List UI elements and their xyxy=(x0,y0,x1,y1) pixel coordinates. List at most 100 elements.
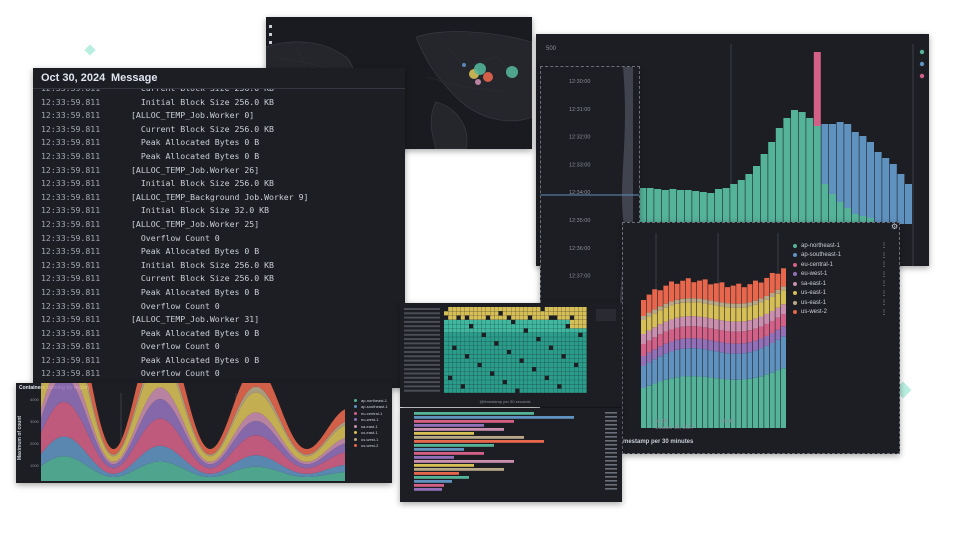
heatmap-cell xyxy=(578,319,583,324)
legend-dot xyxy=(793,310,797,315)
heatmap-cell xyxy=(486,337,490,342)
log-row[interactable]: 12:33:59.811 Overflow Count 0 xyxy=(33,340,405,354)
heatmap-cell xyxy=(523,350,528,355)
heatmap-cell xyxy=(570,375,574,380)
legend-menu-icon[interactable]: ⋮ xyxy=(881,271,887,278)
message-column-header[interactable]: Message xyxy=(111,72,158,84)
area-chart-panel[interactable]: Containers running by region Maximum of … xyxy=(16,383,392,483)
legend-item[interactable]: sa-east-1 ⋮ xyxy=(793,279,893,289)
histogram-bar xyxy=(874,152,882,224)
log-row[interactable]: 12:33:59.811 Peak Allocated Bytes 0 B xyxy=(33,136,405,150)
legend-item[interactable]: eu-central-1 xyxy=(354,410,392,417)
area-series xyxy=(41,456,345,481)
heatmap-cell xyxy=(528,362,532,367)
log-row[interactable]: 12:33:59.811 Peak Allocated Bytes 0 B xyxy=(33,354,405,368)
heatmap-cell xyxy=(473,324,478,329)
heatmap-cell xyxy=(570,319,574,324)
legend-item[interactable]: us-east-1 ⋮ xyxy=(793,298,893,308)
date-column-header[interactable]: Oct 30, 2024 xyxy=(41,72,106,84)
legend-menu-icon[interactable]: ⋮ xyxy=(881,281,887,288)
legend-dot xyxy=(793,300,797,305)
histogram-bar xyxy=(669,301,674,306)
histogram-bar xyxy=(719,306,725,321)
legend-item[interactable]: ap-northeast-1 ⋮ xyxy=(793,241,893,251)
histogram-bar xyxy=(725,321,730,332)
legend-menu-icon[interactable]: ⋮ xyxy=(881,243,887,250)
heatmap-cell xyxy=(465,324,469,329)
heatmap-cell xyxy=(498,315,503,320)
log-row[interactable]: 12:33:59.811 Peak Allocated Bytes 0 B xyxy=(33,245,405,259)
log-row[interactable]: 12:33:59.811 Initial Block Size 256.0 KB xyxy=(33,259,405,273)
log-row[interactable]: 12:33:59.811 Overflow Count 0 xyxy=(33,232,405,246)
legend-item[interactable]: us-west-1 xyxy=(354,436,392,443)
legend-item[interactable]: ap-southeast-1 ⋮ xyxy=(793,251,893,261)
legend-item[interactable]: ap-southeast-1 xyxy=(354,404,392,411)
horizontal-bar-panel[interactable] xyxy=(400,408,622,502)
log-timestamp: 12:33:59.811 xyxy=(41,246,101,257)
log-row[interactable]: 12:33:59.811 Initial Block Size 256.0 KB xyxy=(33,177,405,191)
legend-item[interactable]: us-west-2 ⋮ xyxy=(793,308,893,318)
histogram-bar xyxy=(775,289,781,294)
heatmap-cell xyxy=(519,354,524,359)
heatmap-cell xyxy=(536,371,541,376)
histogram-bar xyxy=(702,376,708,428)
log-row[interactable]: 12:33:59.811 Peak Allocated Bytes 0 B xyxy=(33,150,405,164)
log-row[interactable]: 12:33:59.811 Initial Block Size 256.0 KB xyxy=(33,96,405,110)
histogram-bar xyxy=(680,326,686,339)
log-row[interactable]: 12:33:59.811 [ALLOC_TEMP_Job.Worker 31] xyxy=(33,313,405,327)
log-row[interactable]: 12:33:59.811 Overflow Count 0 xyxy=(33,300,405,314)
legend-menu-icon[interactable]: ⋮ xyxy=(881,309,887,316)
legend-menu-icon[interactable]: ⋮ xyxy=(881,252,887,259)
legend-item[interactable]: us-east-1 ⋮ xyxy=(793,289,893,299)
histogram-bar xyxy=(747,378,753,428)
legend-menu-icon[interactable]: ⋮ xyxy=(881,290,887,297)
legend-item[interactable]: eu-west-1 ⋮ xyxy=(793,270,893,280)
heatmap-cell xyxy=(465,350,469,355)
heatmap-cell xyxy=(486,319,490,324)
legend-item[interactable]: eu-west-1 xyxy=(354,417,392,424)
histogram-bar xyxy=(741,379,747,428)
histogram-bar xyxy=(769,332,775,343)
legend-item[interactable]: us-west-2 xyxy=(354,443,392,450)
heatmap-cell xyxy=(465,375,469,380)
heatmap-cell xyxy=(481,328,486,333)
log-row[interactable]: 12:33:59.811 Current Block Size 256.0 KB xyxy=(33,272,405,286)
legend-item[interactable]: us-east-1 xyxy=(354,430,392,437)
histogram-bar xyxy=(813,124,821,224)
log-row[interactable]: 12:33:59.811 Initial Block Size 32.0 KB xyxy=(33,204,405,218)
hbar-legend-label xyxy=(605,464,617,466)
heatmap-cell xyxy=(578,341,583,346)
log-row[interactable]: 12:33:59.811 Overflow Count 0 xyxy=(33,367,405,381)
log-row[interactable]: 12:33:59.811 [ALLOC_TEMP_Job.Worker 25] xyxy=(33,218,405,232)
heatmap-cell xyxy=(502,354,507,359)
heatmap-cell xyxy=(528,384,532,389)
log-row[interactable]: 12:33:59.811 Peak Allocated Bytes 0 B xyxy=(33,327,405,341)
heatmap-panel[interactable]: @timestamp per 30 seconds xyxy=(400,303,622,407)
histogram-bar xyxy=(702,349,708,377)
log-row[interactable]: 12:33:59.811 [ALLOC_TEMP_Background Job.W… xyxy=(33,191,405,205)
legend-menu-icon[interactable]: ⋮ xyxy=(881,262,887,269)
heatmap-cell xyxy=(561,384,566,389)
legend-item[interactable]: eu-central-1 ⋮ xyxy=(793,260,893,270)
legend-item[interactable]: sa-east-1 xyxy=(354,423,392,430)
log-row[interactable]: 12:33:59.811 Current Block Size 256.0 KB xyxy=(33,123,405,137)
heatmap-cell xyxy=(456,307,461,312)
histogram-bar xyxy=(719,342,725,353)
containers-histogram-panel[interactable]: ⚙ 06:00 06:00 October 30, 2024 mestamp p… xyxy=(622,222,900,454)
histogram-bar xyxy=(836,202,844,224)
log-panel[interactable]: 12:33:59.811 Current Block Size 256.0 KB… xyxy=(33,68,405,388)
histogram-bar xyxy=(669,319,674,330)
legend-item[interactable]: ap-northeast-1 xyxy=(354,397,392,404)
heatmap-row-label xyxy=(404,320,440,323)
log-row[interactable]: 12:33:59.811 Peak Allocated Bytes 0 B xyxy=(33,286,405,300)
log-row[interactable]: 12:33:59.811 [ALLOC_TEMP_Job.Worker 0] xyxy=(33,109,405,123)
heatmap-cell xyxy=(540,375,545,380)
histogram-bar xyxy=(730,321,736,332)
legend-menu-icon[interactable]: ⋮ xyxy=(881,300,887,307)
histogram-bar xyxy=(741,321,747,332)
heatmap-cell xyxy=(444,375,448,380)
heatmap-cell xyxy=(519,307,524,312)
log-message: Peak Allocated Bytes 0 B xyxy=(131,286,260,297)
log-row[interactable]: 12:33:59.811 [ALLOC_TEMP_Job.Worker 26] xyxy=(33,164,405,178)
heatmap-cell xyxy=(448,367,453,372)
